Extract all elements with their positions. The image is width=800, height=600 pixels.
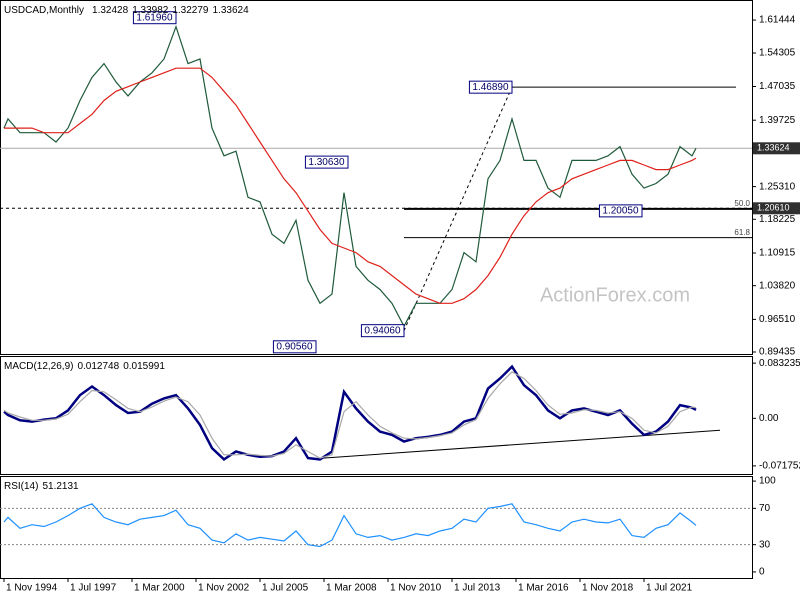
title-text: USDCAD,Monthly (4, 5, 84, 16)
trend-line (313, 429, 721, 460)
y-tick-label: -0.071752 (759, 461, 800, 472)
ohlc-value: 1.32428 (92, 5, 129, 16)
panel-frame (0, 476, 753, 579)
ohlc-value: 1.33624 (213, 5, 250, 16)
x-tick-label: 1 Jul 2005 (262, 583, 309, 594)
panel-title: RSI(14) 51.2131 (4, 481, 79, 492)
x-tick-label: 1 Nov 1994 (6, 583, 58, 594)
panel-frame (0, 0, 753, 355)
x-tick-label: 1 Mar 2008 (326, 583, 377, 594)
panel-title: MACD(12,26,9) 0.012748 0.015991 (4, 361, 165, 372)
indicator-value: 0.015991 (123, 361, 165, 372)
x-tick-label: 1 Nov 2018 (582, 583, 634, 594)
price-annotation-box (598, 204, 643, 218)
y-tick-label: 1.39725 (759, 115, 796, 126)
y-tick-label: 0.00 (759, 413, 779, 424)
fib-label: 50.0 (734, 199, 750, 208)
series-line (3, 371, 697, 459)
series-line (3, 364, 697, 461)
price-annotation-label: 1.46890 (472, 82, 509, 93)
x-tick-label: 1 Nov 2002 (198, 583, 250, 594)
price-annotation-box (132, 11, 177, 25)
price-annotation-label: 0.94060 (364, 325, 401, 336)
panel-frame (0, 356, 753, 475)
y-tick-label: 1.18225 (759, 214, 796, 225)
x-tick-label: 1 Jul 2021 (646, 583, 693, 594)
y-tick-label: 30 (759, 539, 771, 550)
x-tick-label: 1 Mar 2000 (134, 583, 185, 594)
ohlc-value: 1.32279 (172, 5, 209, 16)
trend-line (403, 86, 513, 331)
x-tick-label: 1 Jul 1997 (70, 583, 117, 594)
y-tick-label: 1.61444 (759, 15, 796, 26)
y-tick-label: 0.96510 (759, 314, 796, 325)
series-line (3, 24, 697, 328)
price-flag-label: 1.33624 (757, 143, 790, 153)
x-tick-label: 1 Jul 2013 (454, 583, 501, 594)
price-annotation-box (272, 340, 317, 354)
y-tick-label: 0.083235 (759, 358, 800, 369)
price-annotation-label: 1.30630 (308, 157, 345, 168)
y-tick-label: 1.10915 (759, 248, 796, 259)
y-tick-label: 0.89435 (759, 347, 796, 358)
price-annotation-label: 0.90560 (276, 341, 313, 352)
price-annotation-box (468, 80, 513, 94)
x-tick-label: 1 Mar 2016 (518, 583, 569, 594)
y-tick-label: 0 (759, 567, 765, 578)
x-tick-label: 1 Nov 2010 (390, 583, 442, 594)
watermark: ActionForex.com (540, 284, 690, 306)
price-flag (753, 142, 800, 155)
indicator-value: 51.2131 (42, 481, 79, 492)
y-tick-label: 1.25310 (759, 181, 796, 192)
series-line (3, 503, 697, 548)
fib-label: 61.8 (734, 228, 750, 237)
y-tick-label: 1.47035 (759, 81, 796, 92)
price-annotation-box (360, 324, 405, 338)
y-tick-label: 1.54305 (759, 48, 796, 59)
ohlc-value: 1.33982 (132, 5, 169, 16)
panel-title: USDCAD,Monthly 1.32428 1.33982 1.32279 1.336… (4, 5, 249, 16)
title-text: MACD(12,26,9) (4, 361, 73, 372)
price-annotation-box (304, 155, 349, 169)
price-annotation-label: 1.61960 (136, 12, 173, 23)
y-tick-label: 100 (759, 476, 776, 487)
price-flag (753, 202, 800, 215)
price-annotation-label: 1.20050 (602, 206, 639, 217)
indicator-value: 0.012748 (77, 361, 119, 372)
series-line (4, 67, 697, 304)
y-tick-label: 70 (759, 503, 771, 514)
title-text: RSI(14) (4, 481, 38, 492)
price-flag-label: 1.20610 (757, 203, 790, 213)
y-tick-label: 1.03820 (759, 280, 796, 291)
